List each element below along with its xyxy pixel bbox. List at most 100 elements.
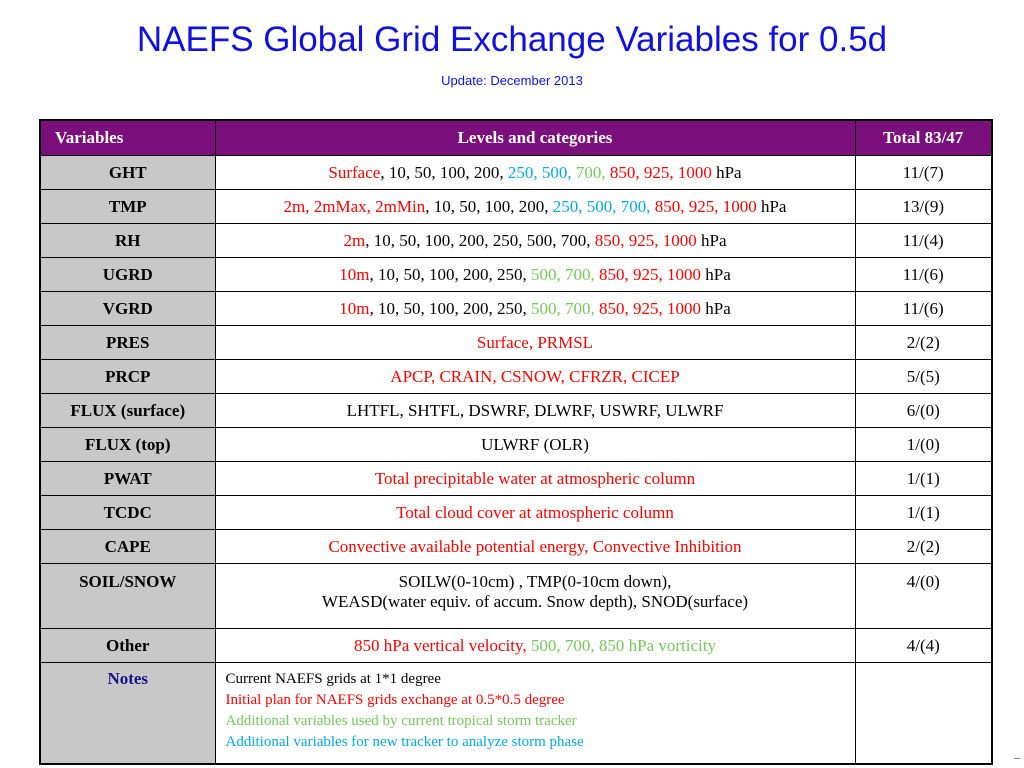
total-cell: 11/(6)	[854, 257, 993, 292]
level-text: 250, 500,	[507, 162, 576, 182]
levels-cell: ULWRF (OLR)	[214, 427, 856, 462]
level-text: Convective available potential energy, C…	[328, 536, 742, 556]
total-cell: 1/(1)	[854, 461, 993, 496]
notes-label: Notes	[39, 662, 216, 765]
level-text: 250, 500, 700,	[552, 196, 655, 216]
table-row: TMP 2m, 2mMax, 2mMin, 10, 50, 100, 200, 2…	[39, 189, 993, 224]
level-text: 850 hPa vertical velocity,	[354, 635, 531, 655]
variable-name: FLUX (top)	[39, 427, 216, 462]
table-row: RH 2m, 10, 50, 100, 200, 250, 500, 700, 8…	[39, 223, 993, 258]
header-total: Total 83/47	[854, 119, 993, 156]
level-text: 850, 925, 1000	[598, 298, 701, 318]
total-cell: 1/(0)	[854, 427, 993, 462]
level-text: WEASD(water equiv. of accum. Snow depth)…	[321, 592, 749, 611]
update-date: Update: December 2013	[441, 73, 583, 88]
variable-name: PRES	[39, 325, 216, 360]
levels-cell: Surface, PRMSL	[214, 325, 856, 360]
variable-name: PRCP	[39, 359, 216, 394]
variable-name: RH	[39, 223, 216, 258]
level-text: 500, 700,	[530, 264, 599, 284]
level-text: 500, 700,	[530, 298, 599, 318]
levels-cell: Surface, 10, 50, 100, 200, 250, 500, 700…	[214, 155, 856, 190]
level-text: hPa	[756, 196, 787, 216]
levels-cell: Total cloud cover at atmospheric column	[214, 495, 856, 530]
notes-list: Current NAEFS grids at 1*1 degree Initial…	[222, 669, 849, 753]
table-row: SOIL/SNOW SOILW(0-10cm) , TMP(0-10cm down…	[39, 563, 993, 629]
level-text: SOILW(0-10cm) , TMP(0-10cm down),	[398, 572, 672, 591]
notes-label-text: Notes	[107, 669, 149, 688]
table-header-row: Variables Levels and categories Total 83…	[39, 119, 993, 156]
variable-name: VGRD	[39, 291, 216, 326]
levels-cell: 2m, 10, 50, 100, 200, 250, 500, 700, 850…	[214, 223, 856, 258]
level-text: Total cloud cover at atmospheric column	[396, 502, 674, 522]
level-text: 2m, 2mMax, 2mMin	[283, 196, 426, 216]
level-text: hPa	[696, 230, 727, 250]
total-cell: 11/(6)	[854, 291, 993, 326]
levels-cell: LHTFL, SHTFL, DSWRF, DLWRF, USWRF, ULWRF	[214, 393, 856, 428]
level-text: ULWRF (OLR)	[481, 434, 589, 454]
total-cell: 13/(9)	[854, 189, 993, 224]
variable-name: FLUX (surface)	[39, 393, 216, 428]
variables-table: Variables Levels and categories Total 83…	[39, 119, 993, 765]
level-text: 10m	[339, 298, 370, 318]
variable-name: CAPE	[39, 529, 216, 564]
table-row: FLUX (top) ULWRF (OLR) 1/(0)	[39, 427, 993, 462]
table-row: PWAT Total precipitable water at atmosphe…	[39, 461, 993, 496]
variable-name: TMP	[39, 189, 216, 224]
note-line: Additional variables used by current tro…	[225, 713, 577, 729]
level-text: 850, 925, 1000	[609, 162, 712, 182]
note-line: Initial plan for NAEFS grids exchange at…	[225, 692, 565, 708]
levels-cell: 10m, 10, 50, 100, 200, 250, 500, 700, 85…	[214, 257, 856, 292]
level-text: 700,	[575, 162, 610, 182]
total-cell: 4/(0)	[854, 563, 993, 629]
level-text: 850, 925, 1000	[598, 264, 701, 284]
level-text: 850, 925, 1000	[654, 196, 757, 216]
levels-cell: 10m, 10, 50, 100, 200, 250, 500, 700, 85…	[214, 291, 856, 326]
level-text: , 10, 50, 100, 200,	[425, 196, 553, 216]
total-cell: 2/(2)	[854, 529, 993, 564]
note-line: Additional variables for new tracker to …	[225, 734, 584, 750]
variable-name: TCDC	[39, 495, 216, 530]
total-cell: 5/(5)	[854, 359, 993, 394]
page-title: NAEFS Global Grid Exchange Variables for…	[136, 20, 888, 59]
variable-name: GHT	[39, 155, 216, 190]
table-row: VGRD 10m, 10, 50, 100, 200, 250, 500, 700…	[39, 291, 993, 326]
level-text: hPa	[711, 162, 742, 182]
levels-cell: Total precipitable water at atmospheric …	[214, 461, 856, 496]
table-row: GHT Surface, 10, 50, 100, 200, 250, 500, …	[39, 155, 993, 190]
level-text: LHTFL, SHTFL, DSWRF, DLWRF, USWRF, ULWRF	[346, 400, 724, 420]
total-cell: 2/(2)	[854, 325, 993, 360]
level-text: , 10, 50, 100, 200, 250,	[369, 298, 531, 318]
level-text: Total precipitable water at atmospheric …	[374, 468, 696, 488]
levels-cell: 2m, 2mMax, 2mMin, 10, 50, 100, 200, 250,…	[214, 189, 856, 224]
level-text: hPa	[700, 298, 731, 318]
levels-cell: 850 hPa vertical velocity, 500, 700, 850…	[214, 628, 856, 663]
total-cell: 6/(0)	[854, 393, 993, 428]
level-text: , 10, 50, 100, 200, 250, 500, 700,	[365, 230, 595, 250]
table-body: GHT Surface, 10, 50, 100, 200, 250, 500, …	[39, 155, 993, 765]
header-variables: Variables	[39, 119, 216, 156]
levels-cell: SOILW(0-10cm) , TMP(0-10cm down), WEASD(w…	[214, 563, 856, 629]
table-row: CAPE Convective available potential energ…	[39, 529, 993, 564]
note-line: Current NAEFS grids at 1*1 degree	[225, 671, 441, 687]
level-text: 10m	[339, 264, 370, 284]
table-row: Other 850 hPa vertical velocity, 500, 700…	[39, 628, 993, 663]
variable-name: SOIL/SNOW	[39, 563, 216, 629]
level-text: Surface	[328, 162, 381, 182]
table-row: FLUX (surface) LHTFL, SHTFL, DSWRF, DLWRF…	[39, 393, 993, 428]
table-row: PRCP APCP, CRAIN, CSNOW, CFRZR, CICEP 5/(5…	[39, 359, 993, 394]
levels-cell: Convective available potential energy, C…	[214, 529, 856, 564]
header-levels: Levels and categories	[214, 119, 856, 156]
edge-mark	[1014, 758, 1020, 759]
level-text: 2m	[343, 230, 366, 250]
table-row: UGRD 10m, 10, 50, 100, 200, 250, 500, 700…	[39, 257, 993, 292]
level-text: 850, 925, 1000	[594, 230, 697, 250]
total-cell: 11/(4)	[854, 223, 993, 258]
levels-cell: APCP, CRAIN, CSNOW, CFRZR, CICEP	[214, 359, 856, 394]
total-cell: 4/(4)	[854, 628, 993, 663]
notes-row: Notes Current NAEFS grids at 1*1 degree In…	[39, 662, 993, 765]
level-text: , 10, 50, 100, 200, 250,	[369, 264, 531, 284]
level-text: hPa	[700, 264, 731, 284]
table-row: TCDC Total cloud cover at atmospheric col…	[39, 495, 993, 530]
level-text: Surface, PRMSL	[476, 332, 594, 352]
